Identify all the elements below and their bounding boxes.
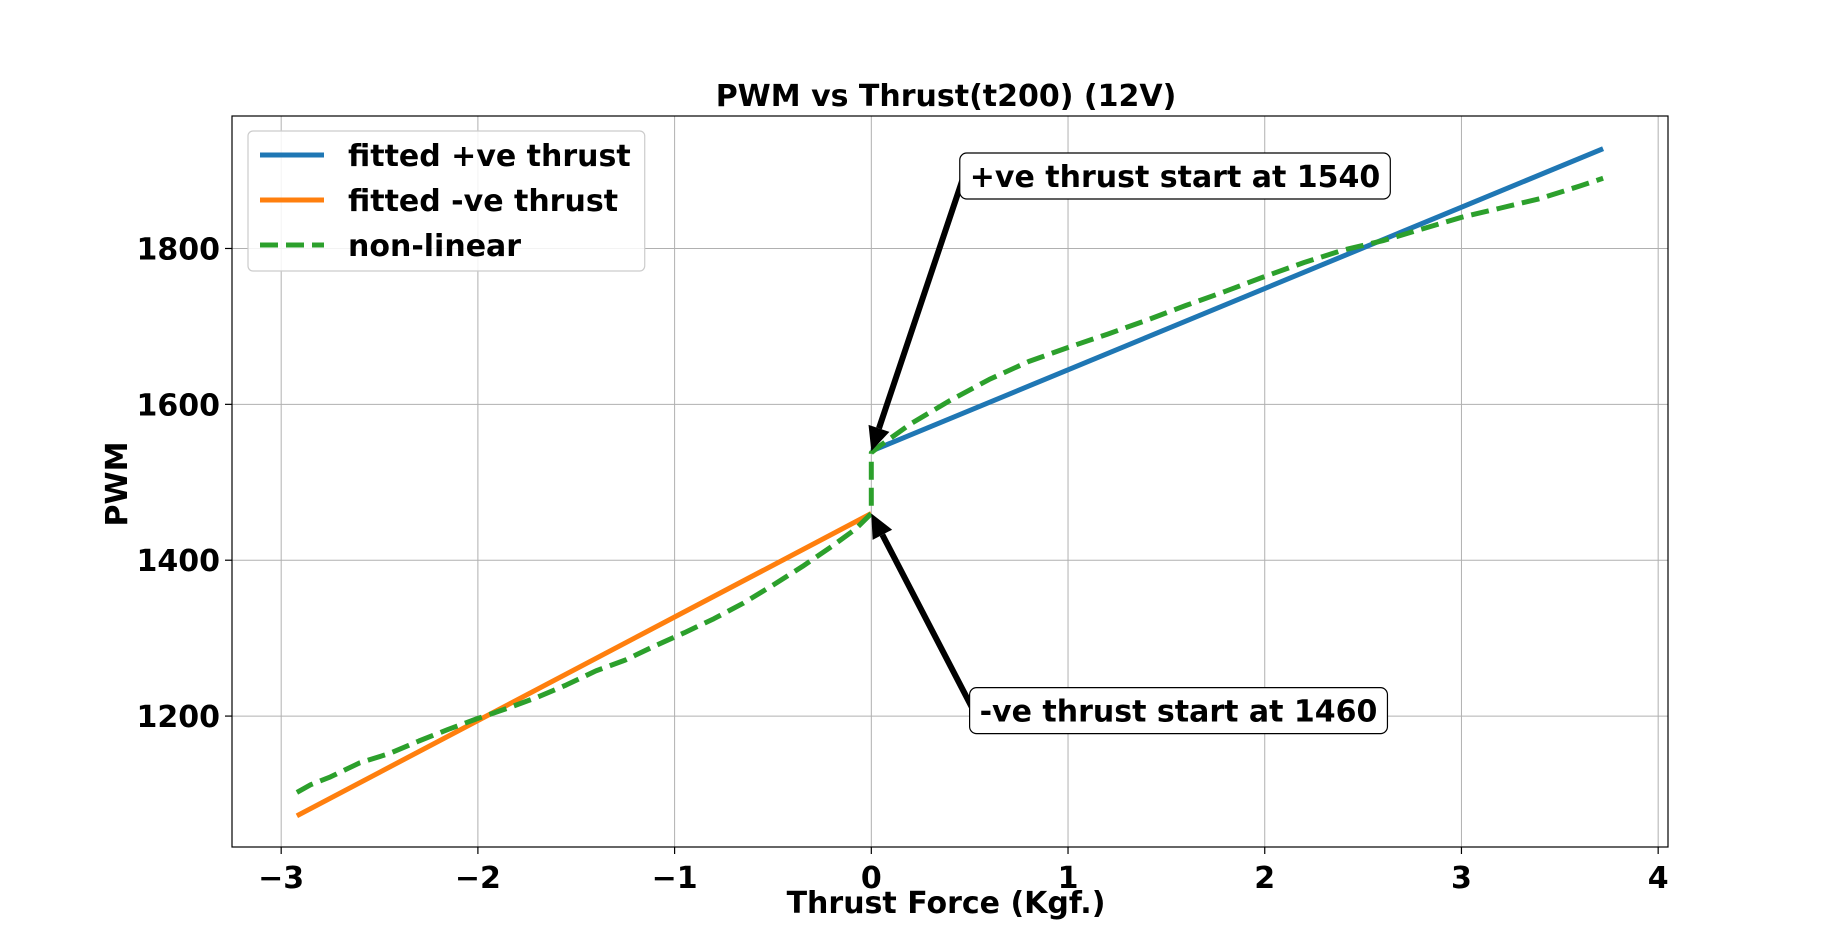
ticks: −3 −2 −1 0 1 2 3 4 1200 1400 1600 1800 bbox=[137, 232, 1669, 896]
annotation-label: -ve thrust start at 1460 bbox=[980, 695, 1378, 730]
annotation-box bbox=[959, 152, 1391, 200]
annotation-arrowhead bbox=[871, 513, 893, 540]
annotation-arrowhead bbox=[868, 424, 890, 452]
x-tick-label: 2 bbox=[1254, 861, 1275, 896]
series-line-0 bbox=[870, 146, 1605, 454]
legend-label: fitted +ve thrust bbox=[348, 139, 631, 174]
series-line-2 bbox=[295, 175, 1604, 795]
y-tick-label: 1600 bbox=[137, 388, 221, 423]
annotation-label: +ve thrust start at 1540 bbox=[970, 160, 1381, 195]
legend-label: non-linear bbox=[348, 229, 521, 264]
y-tick-label: 1400 bbox=[137, 544, 221, 579]
y-tick-label: 1200 bbox=[137, 700, 221, 735]
plot-frame bbox=[231, 115, 1669, 848]
x-axis-title: Thrust Force (Kgf.) bbox=[787, 886, 1106, 921]
grid bbox=[232, 116, 1668, 847]
x-tick-label: −1 bbox=[652, 861, 698, 896]
annotation-arrow bbox=[876, 175, 967, 430]
x-tick-label: −2 bbox=[455, 861, 501, 896]
annotation-box bbox=[969, 687, 1389, 735]
annotation-0: +ve thrust start at 1540 bbox=[868, 152, 1391, 452]
x-tick-label: 0 bbox=[861, 861, 882, 896]
annotation-1: -ve thrust start at 1460 bbox=[871, 513, 1389, 735]
series-line-1 bbox=[295, 511, 873, 819]
x-tick-label: −3 bbox=[258, 861, 304, 896]
series-layer bbox=[295, 146, 1605, 819]
y-tick-label: 1800 bbox=[137, 232, 221, 267]
legend-label: fitted -ve thrust bbox=[348, 184, 618, 219]
annotation-arrow bbox=[879, 533, 977, 713]
annotations: +ve thrust start at 1540 -ve thrust start… bbox=[868, 152, 1391, 735]
x-tick-label: 1 bbox=[1058, 861, 1079, 896]
legend: fitted +ve thrust fitted -ve thrust non-li… bbox=[247, 130, 646, 272]
y-axis-title: PWM bbox=[100, 442, 135, 527]
x-tick-label: 3 bbox=[1451, 861, 1472, 896]
x-tick-label: 4 bbox=[1648, 861, 1669, 896]
legend-box bbox=[247, 130, 646, 272]
chart-title: PWM vs Thrust(t200) (12V) bbox=[716, 79, 1177, 114]
